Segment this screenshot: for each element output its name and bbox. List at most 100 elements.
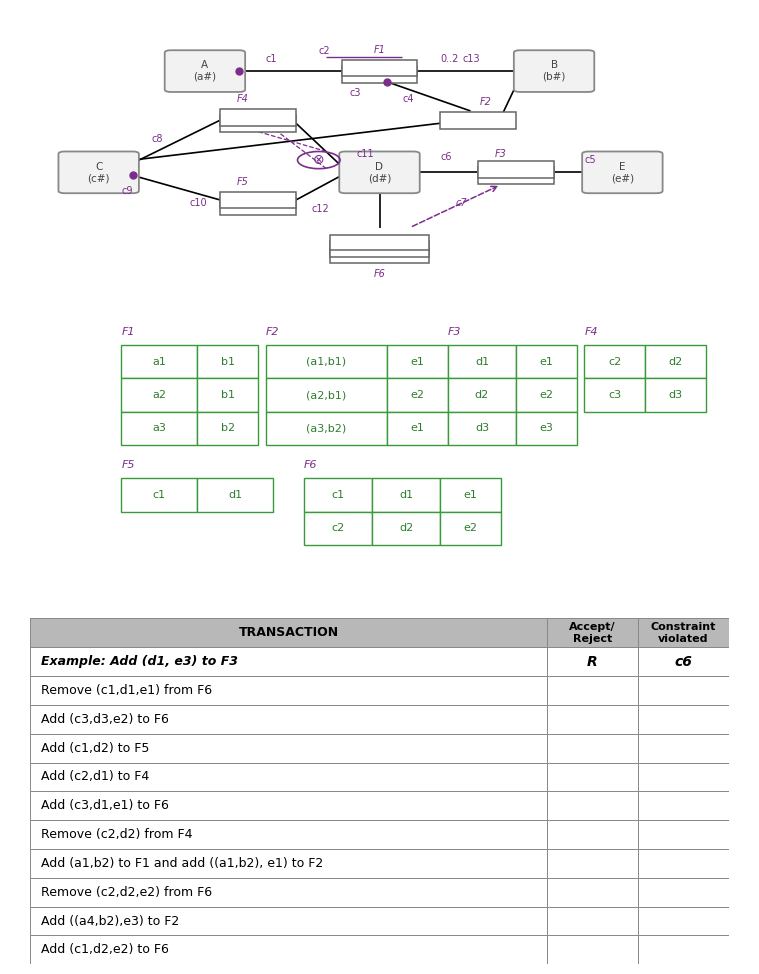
Bar bbox=[547, 648, 638, 676]
Bar bbox=[304, 511, 372, 544]
Text: F4: F4 bbox=[584, 326, 598, 337]
Bar bbox=[197, 378, 258, 412]
Text: c2: c2 bbox=[608, 356, 622, 366]
Bar bbox=[220, 109, 296, 126]
Text: Add ((a4,b2),e3) to F2: Add ((a4,b2),e3) to F2 bbox=[41, 915, 179, 927]
Bar bbox=[304, 478, 372, 511]
Text: F2: F2 bbox=[480, 96, 492, 107]
FancyBboxPatch shape bbox=[58, 152, 139, 193]
Bar bbox=[387, 412, 448, 445]
Bar bbox=[30, 791, 547, 820]
Bar bbox=[30, 676, 547, 705]
Text: (a1,b1): (a1,b1) bbox=[307, 356, 346, 366]
Bar bbox=[30, 935, 547, 964]
Text: c1: c1 bbox=[266, 54, 277, 64]
Text: a1: a1 bbox=[153, 356, 166, 366]
Text: Add (c1,d2,e2) to F6: Add (c1,d2,e2) to F6 bbox=[41, 944, 168, 956]
Bar bbox=[30, 763, 547, 791]
Text: D
(d#): D (d#) bbox=[368, 162, 391, 183]
Bar bbox=[121, 478, 197, 511]
Bar bbox=[478, 161, 554, 177]
Text: e1: e1 bbox=[411, 356, 424, 366]
Text: Remove (c1,d1,e1) from F6: Remove (c1,d1,e1) from F6 bbox=[41, 684, 212, 697]
Text: d1: d1 bbox=[475, 356, 489, 366]
Bar bbox=[547, 705, 638, 733]
Text: c9: c9 bbox=[121, 186, 133, 196]
Bar bbox=[547, 907, 638, 935]
Bar bbox=[638, 935, 729, 964]
Text: 0..2: 0..2 bbox=[440, 54, 458, 64]
Text: e2: e2 bbox=[411, 390, 424, 400]
Bar bbox=[645, 378, 706, 412]
Bar bbox=[266, 378, 387, 412]
Text: c13: c13 bbox=[463, 54, 480, 64]
Text: F6: F6 bbox=[304, 460, 317, 470]
Bar bbox=[440, 112, 516, 129]
Bar bbox=[638, 763, 729, 791]
Text: c3: c3 bbox=[608, 390, 622, 400]
Text: F3: F3 bbox=[448, 326, 461, 337]
Text: F4: F4 bbox=[237, 94, 249, 103]
Text: F5: F5 bbox=[121, 460, 135, 470]
Bar bbox=[638, 733, 729, 763]
Bar bbox=[330, 235, 429, 250]
Text: F1: F1 bbox=[121, 326, 135, 337]
Bar bbox=[547, 820, 638, 849]
Bar bbox=[547, 618, 638, 648]
Bar bbox=[516, 378, 577, 412]
Text: c3: c3 bbox=[349, 88, 361, 97]
Bar bbox=[638, 791, 729, 820]
Text: c1: c1 bbox=[331, 490, 345, 500]
Text: e2: e2 bbox=[464, 523, 477, 533]
Bar bbox=[547, 935, 638, 964]
Text: c2: c2 bbox=[331, 523, 345, 533]
Text: b2: b2 bbox=[221, 424, 235, 433]
Text: c12: c12 bbox=[311, 205, 329, 214]
Bar bbox=[387, 345, 448, 378]
Text: e1: e1 bbox=[540, 356, 553, 366]
Text: Add (c2,d1) to F4: Add (c2,d1) to F4 bbox=[41, 770, 149, 783]
Text: c6: c6 bbox=[440, 152, 452, 162]
Bar bbox=[387, 378, 448, 412]
Bar bbox=[30, 733, 547, 763]
Text: Add (c3,d3,e2) to F6: Add (c3,d3,e2) to F6 bbox=[41, 713, 168, 726]
Text: Add (a1,b2) to F1 and add ((a1,b2), e1) to F2: Add (a1,b2) to F1 and add ((a1,b2), e1) … bbox=[41, 857, 323, 870]
Text: Remove (c2,d2) from F4: Remove (c2,d2) from F4 bbox=[41, 828, 192, 842]
Text: Add (c3,d1,e1) to F6: Add (c3,d1,e1) to F6 bbox=[41, 800, 168, 812]
Text: c1: c1 bbox=[153, 490, 166, 500]
Text: B
(b#): B (b#) bbox=[543, 60, 565, 82]
Bar bbox=[121, 378, 197, 412]
Bar bbox=[638, 648, 729, 676]
FancyBboxPatch shape bbox=[514, 51, 594, 92]
Bar bbox=[220, 192, 296, 208]
Bar bbox=[372, 511, 440, 544]
Bar bbox=[342, 65, 417, 83]
Text: d1: d1 bbox=[228, 490, 242, 500]
Bar bbox=[448, 412, 516, 445]
Text: e3: e3 bbox=[540, 424, 553, 433]
Bar bbox=[330, 248, 429, 264]
Text: E
(e#): E (e#) bbox=[611, 162, 634, 183]
Text: d2: d2 bbox=[475, 390, 489, 400]
Bar bbox=[547, 878, 638, 907]
Bar bbox=[478, 167, 554, 184]
Bar bbox=[645, 345, 706, 378]
Bar bbox=[266, 412, 387, 445]
Text: d2: d2 bbox=[399, 523, 413, 533]
Bar bbox=[30, 618, 547, 648]
Text: (a2,b1): (a2,b1) bbox=[306, 390, 347, 400]
Bar bbox=[342, 59, 417, 77]
Bar bbox=[220, 198, 296, 214]
Bar bbox=[547, 733, 638, 763]
Text: F3: F3 bbox=[495, 149, 507, 159]
Text: c10: c10 bbox=[190, 198, 207, 208]
Text: Constraint
violated: Constraint violated bbox=[650, 622, 716, 644]
Text: a2: a2 bbox=[153, 390, 166, 400]
Bar bbox=[584, 378, 645, 412]
Bar bbox=[638, 618, 729, 648]
Text: F1: F1 bbox=[373, 45, 386, 55]
Text: Example: Add (d1, e3) to F3: Example: Add (d1, e3) to F3 bbox=[41, 656, 238, 668]
Text: F2: F2 bbox=[266, 326, 279, 337]
Bar bbox=[584, 345, 645, 378]
Bar bbox=[547, 849, 638, 878]
